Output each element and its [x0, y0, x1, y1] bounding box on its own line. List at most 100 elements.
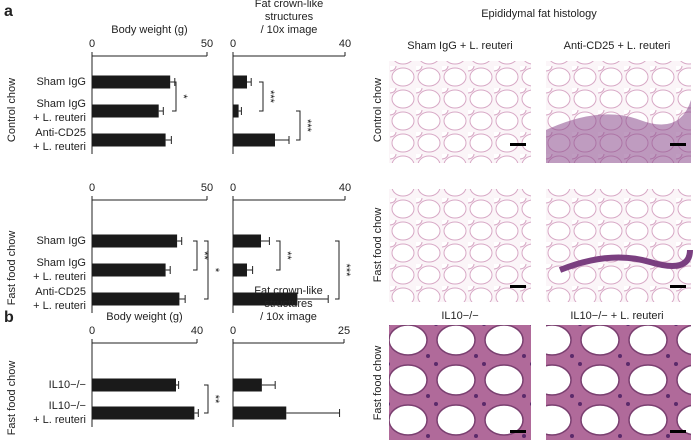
row-label: Fast food chow — [6, 231, 18, 306]
significance-bracket — [276, 240, 281, 271]
x-tick-label: 0 — [230, 38, 236, 50]
bar — [233, 104, 239, 118]
error-bar — [177, 237, 183, 245]
bar — [92, 234, 178, 248]
significance-label: *** — [340, 264, 352, 278]
x-tick-label: 0 — [89, 325, 95, 337]
x-tick-label: 25 — [338, 325, 350, 337]
significance-bracket — [193, 240, 198, 271]
histology-column: Anti-CD25 + L. reuteri — [564, 40, 671, 52]
category-label: Sham IgG — [36, 235, 86, 247]
bar — [92, 133, 166, 147]
bar — [92, 75, 171, 89]
category-label: Anti-CD25 — [35, 286, 86, 298]
x-tick-label: 50 — [201, 38, 213, 50]
bar — [92, 104, 159, 118]
error-bar — [286, 409, 341, 417]
histology-image — [546, 100, 691, 163]
histology-image — [389, 325, 531, 440]
bar — [92, 406, 195, 420]
category-label: + L. reuteri — [33, 112, 86, 124]
category-label: Sham IgG — [36, 98, 86, 110]
category-label: + L. reuteri — [33, 300, 86, 312]
error-bar — [176, 381, 180, 389]
error-bar — [261, 381, 276, 389]
chart-title: Body weight (g) — [106, 311, 182, 323]
error-bar — [165, 136, 172, 144]
category-label: Anti-CD25 — [35, 127, 86, 139]
histology-row: Fast food chow — [372, 208, 384, 283]
significance-label: ** — [209, 395, 221, 404]
bar — [92, 263, 166, 277]
histology-title: Epididymal fat histology — [481, 8, 597, 20]
category-label: + L. reuteri — [33, 271, 86, 283]
error-bar — [275, 136, 290, 144]
significance-label: ** — [198, 251, 210, 260]
error-bar — [194, 409, 199, 417]
x-tick-label: 40 — [339, 182, 351, 194]
category-label: IL10−/− — [49, 400, 86, 412]
bar — [233, 234, 261, 248]
chart-title: structures — [264, 298, 313, 310]
significance-bracket — [204, 240, 209, 300]
category-label: Sham IgG — [36, 76, 86, 88]
row-label: Fast food chow — [6, 361, 18, 436]
significance-bracket — [172, 81, 177, 112]
histology-row: Fast food chow — [372, 346, 384, 421]
significance-label: * — [177, 94, 189, 99]
histology-row: Control chow — [372, 78, 384, 142]
x-tick-label: 0 — [89, 182, 95, 194]
significance-label: *** — [301, 119, 313, 133]
x-tick-label: 0 — [230, 182, 236, 194]
error-bar — [297, 295, 329, 303]
x-tick-label: 40 — [339, 38, 351, 50]
error-bar — [247, 266, 254, 274]
histology-image — [389, 189, 531, 302]
bar — [92, 292, 180, 306]
histology-column: Sham IgG + L. reuteri — [407, 40, 512, 52]
significance-label: ** — [281, 251, 293, 260]
histology-column: IL10−/− — [441, 310, 478, 322]
row-label: Control chow — [6, 78, 18, 142]
significance-label: *** — [264, 90, 276, 104]
histology-image — [558, 249, 693, 273]
histology-column: IL10−/− + L. reuteri — [570, 310, 663, 322]
bar — [233, 75, 247, 89]
significance-bracket — [335, 240, 340, 300]
chart-title: / 10x image — [260, 311, 317, 323]
category-label: Sham IgG — [36, 257, 86, 269]
bar — [233, 263, 247, 277]
chart-title: structures — [265, 11, 314, 23]
histology-image — [389, 61, 531, 163]
category-label: + L. reuteri — [33, 141, 86, 153]
x-tick-label: 40 — [191, 325, 203, 337]
panel-label: a — [4, 3, 13, 20]
bar — [233, 378, 262, 392]
bar — [233, 133, 275, 147]
histology-images — [389, 61, 693, 440]
category-label: + L. reuteri — [33, 414, 86, 426]
chart-title: / 10x image — [261, 24, 318, 36]
significance-bracket — [259, 81, 264, 112]
bar — [233, 292, 298, 306]
bar — [233, 406, 287, 420]
significance-label: * — [209, 268, 221, 273]
significance-bracket — [296, 110, 301, 141]
significance-bracket — [204, 384, 209, 414]
x-tick-label: 0 — [230, 325, 236, 337]
bar — [92, 378, 176, 392]
chart-title: Body weight (g) — [111, 24, 187, 36]
x-tick-label: 0 — [89, 38, 95, 50]
panel-label: b — [4, 309, 14, 326]
error-bar — [238, 107, 242, 115]
chart-title: Fat crown-like — [254, 285, 322, 297]
histology-image — [546, 189, 691, 302]
category-label: IL10−/− — [49, 379, 86, 391]
error-bar — [158, 107, 164, 115]
chart-title: Fat crown-like — [255, 0, 323, 10]
error-bar — [247, 78, 252, 86]
error-bar — [165, 266, 171, 274]
x-tick-label: 50 — [201, 182, 213, 194]
error-bar — [179, 295, 186, 303]
